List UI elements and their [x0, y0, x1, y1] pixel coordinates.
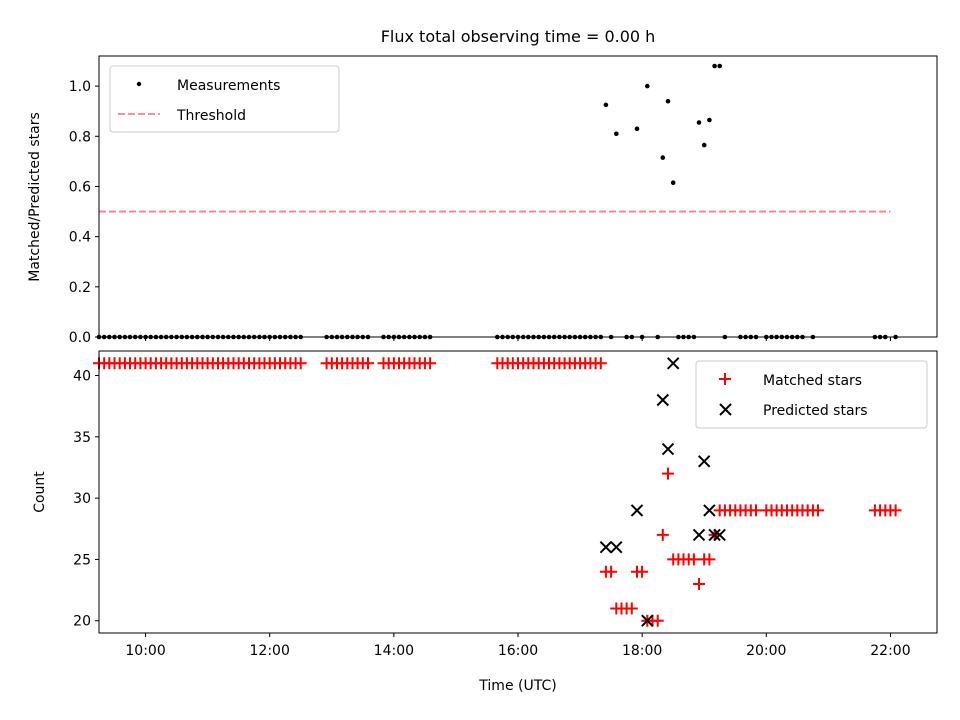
- x-tick-label: 14:00: [374, 643, 414, 659]
- measurement-point: [634, 126, 640, 132]
- x-tick-label: 22:00: [870, 643, 910, 659]
- predicted-star-point: [656, 393, 670, 407]
- x-tick-label: 12:00: [250, 643, 290, 659]
- x-tick-label: 16:00: [498, 643, 538, 659]
- predicted-star-point: [703, 504, 716, 517]
- matched-star-point: [362, 357, 374, 370]
- legend-measurements-label: Measurements: [177, 78, 280, 94]
- matched-star-point: [687, 553, 700, 566]
- legend-predicted-marker: [719, 403, 732, 416]
- bottom-panel: 20 25 30 35 40 10:00 12:00 14:00 16:00 18:00 20:0…: [32, 350, 938, 694]
- y-tick-label: 30: [73, 491, 91, 507]
- top-x-ticks: [145, 337, 891, 341]
- measurement-point: [603, 102, 609, 108]
- measurement-point: [701, 142, 707, 148]
- y-tick-label: 20: [73, 614, 91, 630]
- legend-matched-label: Matched stars: [763, 373, 862, 389]
- y-tick-label: 0.6: [69, 179, 91, 195]
- legend-predicted-label: Predicted stars: [763, 403, 868, 419]
- predicted-star-point: [708, 528, 721, 542]
- top-y-axis-label: Matched/Predicted stars: [27, 112, 43, 282]
- y-tick-label: 40: [73, 369, 91, 385]
- x-tick-label: 20:00: [746, 643, 786, 659]
- matched-star-point: [812, 504, 824, 517]
- top-y-axis: 0.0 0.2 0.4 0.6 0.8 1.0: [69, 79, 99, 346]
- y-tick-label: 25: [73, 552, 91, 568]
- matched-star-point: [424, 357, 437, 370]
- y-tick-label: 0.0: [69, 330, 91, 346]
- top-panel: 0.0 0.2 0.4 0.6 0.8 1.0 Matched/Predicted sta…: [27, 55, 938, 346]
- y-tick-label: 0.2: [69, 280, 91, 296]
- measurement-point: [712, 63, 717, 69]
- measurement-point: [717, 63, 722, 69]
- top-legend-box: [109, 65, 340, 133]
- y-tick-label: 1.0: [69, 79, 91, 95]
- x-tick-label: 18:00: [622, 643, 662, 659]
- measurement-point: [645, 83, 650, 89]
- matched-star-point: [662, 467, 674, 480]
- bottom-legend-box: [695, 360, 928, 429]
- predicted-star-point: [610, 540, 623, 554]
- predicted-star-point: [599, 540, 613, 554]
- matched-star-point: [294, 357, 307, 370]
- bottom-x-axis: 10:00 12:00 14:00 16:00 18:00 20:00 22:00: [125, 633, 911, 659]
- predicted-star-point: [697, 455, 711, 468]
- x-tick-label: 10:00: [125, 643, 165, 659]
- matched-star-point: [713, 504, 726, 517]
- measurement-point: [670, 180, 676, 185]
- legend-matched-marker: [719, 373, 731, 385]
- bottom-y-axis-label: Count: [32, 471, 48, 513]
- top-legend: Measurements Threshold: [109, 65, 340, 133]
- measurement-point: [696, 120, 702, 125]
- bottom-y-axis: 20 25 30 35 40: [73, 369, 99, 630]
- top-plot-area: [96, 63, 898, 340]
- predicted-star-point: [666, 357, 680, 370]
- bottom-x-axis-label: Time (UTC): [478, 678, 556, 694]
- measurement-point: [665, 98, 671, 104]
- matched-star-point: [693, 578, 705, 590]
- y-tick-label: 0.4: [69, 230, 91, 246]
- predicted-star-point: [692, 528, 706, 542]
- predicted-star-point: [661, 442, 675, 456]
- chart-title: Flux total observing time = 0.00 h: [381, 27, 656, 46]
- y-tick-label: 35: [73, 430, 91, 446]
- matched-star-point: [889, 504, 902, 517]
- matched-star-point: [625, 602, 638, 615]
- matched-star-point: [656, 528, 669, 541]
- measurement-point: [707, 117, 712, 123]
- predicted-star-point: [713, 528, 726, 542]
- measurement-point: [660, 155, 666, 160]
- predicted-star-point: [630, 504, 644, 517]
- matched-star-point: [703, 553, 716, 566]
- matched-star-point: [651, 614, 664, 627]
- y-tick-label: 0.8: [69, 129, 91, 145]
- matched-star-point: [750, 504, 762, 517]
- legend-threshold-label: Threshold: [176, 108, 246, 124]
- matched-star-point: [636, 565, 649, 578]
- matched-star-point: [594, 357, 607, 370]
- measurement-point: [614, 131, 619, 137]
- legend-measurements-marker: [136, 81, 142, 87]
- bottom-plot-area: [93, 357, 902, 627]
- predicted-star-point: [641, 614, 654, 627]
- bottom-legend: Matched stars Predicted stars: [695, 360, 928, 429]
- matched-star-point: [605, 565, 618, 578]
